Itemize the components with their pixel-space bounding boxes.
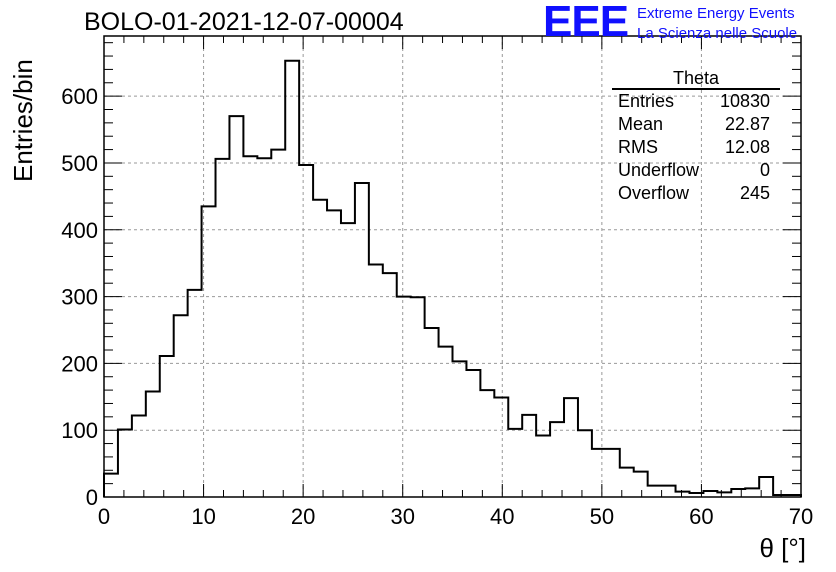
histogram-series (103, 59, 802, 497)
x-tick-label: 20 (291, 504, 315, 529)
stats-value: 12.08 (724, 137, 770, 157)
stats-value: 10830 (719, 91, 770, 111)
stats-row: Mean 22.87 (612, 113, 780, 136)
stats-row: Entries 10830 (612, 90, 780, 113)
y-tick-label: 600 (61, 84, 98, 109)
stats-row: RMS 12.08 (612, 136, 780, 159)
stats-row: Underflow 0 (612, 159, 780, 182)
x-tick-label: 0 (98, 504, 110, 529)
logo-text: Extreme Energy Events La Scienza nelle S… (637, 4, 797, 44)
stats-label: Overflow (618, 183, 690, 203)
x-tick-label: 60 (689, 504, 713, 529)
stats-label: Entries (618, 91, 675, 111)
grid-lines (104, 36, 801, 497)
x-tick-label: 70 (789, 504, 813, 529)
logo-line-1: Extreme Energy Events (637, 5, 795, 22)
stats-label: Mean (618, 114, 664, 134)
stats-row: Overflow 245 (612, 182, 780, 205)
stats-value: 0 (759, 160, 770, 180)
stats-label: Underflow (618, 160, 700, 180)
y-tick-label: 100 (61, 418, 98, 443)
x-tick-label: 10 (191, 504, 215, 529)
chart-title: BOLO-01-2021-12-07-00004 (84, 8, 404, 36)
stats-box: Theta Entries 10830 Mean 22.87 RMS 12.08 Un… (612, 68, 780, 205)
x-tick-label: 50 (590, 504, 614, 529)
y-tick-label: 300 (61, 285, 98, 310)
y-tick-label: 400 (61, 218, 98, 243)
stats-value: 245 (739, 183, 770, 203)
plot-frame (103, 35, 802, 498)
stats-label: RMS (618, 137, 658, 157)
eee-logo: EEE (543, 0, 629, 46)
tick-labels: 0 10 20 30 40 50 60 70 0 100 200 300 400 500 600 (61, 84, 813, 529)
x-tick-label: 40 (490, 504, 514, 529)
logo-line-2: La Scienza nelle Scuole (637, 25, 798, 42)
y-axis-label: Entries/bin (8, 59, 38, 182)
y-tick-label: 0 (86, 485, 98, 510)
stats-value: 22.87 (724, 114, 770, 134)
x-tick-label: 30 (390, 504, 414, 529)
y-tick-label: 200 (61, 351, 98, 376)
y-tick-label: 500 (61, 151, 98, 176)
x-axis-label: θ [°] (759, 533, 806, 563)
stats-title: Theta (612, 68, 780, 90)
